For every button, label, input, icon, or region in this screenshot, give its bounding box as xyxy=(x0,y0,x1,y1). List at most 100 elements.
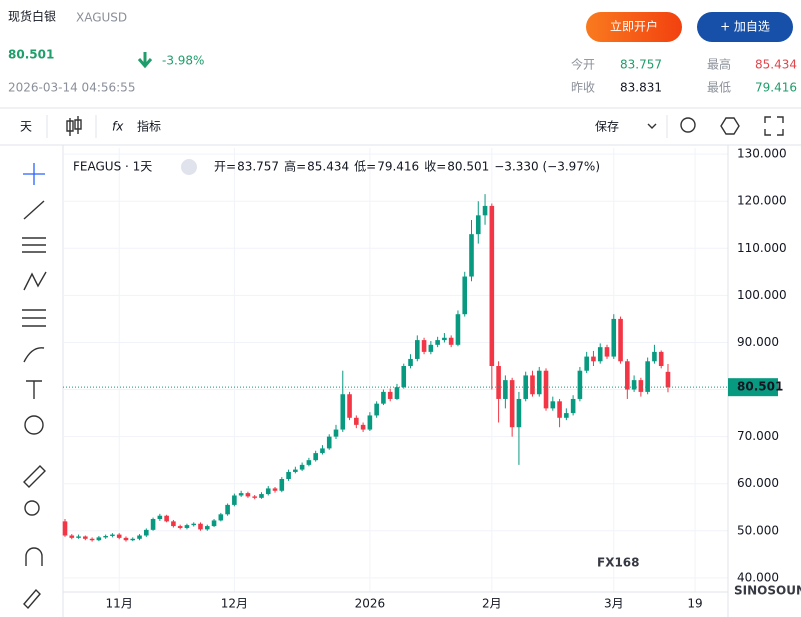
candle-body xyxy=(157,515,163,520)
candle-body xyxy=(618,318,623,362)
candle-body xyxy=(597,347,603,362)
snapshot-icon[interactable] xyxy=(680,117,696,133)
candle-body xyxy=(211,520,217,527)
candle-body xyxy=(89,538,95,541)
candle-body xyxy=(448,337,454,345)
zoom-tool[interactable] xyxy=(24,500,40,516)
indicators[interactable]: 指标 xyxy=(137,119,161,134)
candle-body xyxy=(293,469,298,472)
candle-body xyxy=(191,523,197,526)
candle-body xyxy=(482,205,488,216)
stat-value: 83.831 xyxy=(620,81,662,95)
candle-body xyxy=(367,415,373,430)
candle-body xyxy=(272,488,278,491)
price: 80.501 xyxy=(8,48,54,62)
legend-value: 85.434 xyxy=(307,160,349,174)
button-label[interactable]: 立即开户 xyxy=(610,19,658,34)
candle-body xyxy=(543,370,549,409)
candle-body xyxy=(442,337,447,341)
candle-body xyxy=(536,370,542,395)
save[interactable]: 保存 xyxy=(595,120,619,134)
candle-body xyxy=(408,358,413,366)
candle-body xyxy=(137,535,142,539)
legend-value: 83.757 xyxy=(237,160,279,174)
candle-body xyxy=(76,536,81,538)
candle-icon[interactable] xyxy=(66,116,82,136)
candle-body xyxy=(611,318,617,357)
button-label[interactable]: + 加自选 xyxy=(720,20,770,34)
brush-tool[interactable] xyxy=(23,347,45,363)
candle-body xyxy=(462,276,468,315)
candle-body xyxy=(177,526,183,528)
chart-symbol: FEAGUS · 1天 xyxy=(73,160,152,174)
candle-body xyxy=(516,398,522,428)
settings-icon[interactable] xyxy=(720,117,740,135)
fullscreen-icon[interactable] xyxy=(764,116,784,136)
legend-value: 80.501 xyxy=(447,160,489,174)
candle-body xyxy=(421,340,427,352)
stat-label: 今开 xyxy=(571,57,595,72)
x-tick-label: 2月 xyxy=(482,597,502,611)
stat-label: 最高 xyxy=(707,57,731,72)
candle-body xyxy=(428,344,434,352)
candle-body xyxy=(204,526,210,530)
projection-tool[interactable] xyxy=(22,309,46,327)
candle-body xyxy=(360,424,366,430)
lock-tool[interactable] xyxy=(23,588,41,610)
drawing-tools xyxy=(22,163,47,610)
crosshair-tool[interactable] xyxy=(23,163,45,185)
x-tick-label: 2026 xyxy=(355,597,386,611)
candle-body xyxy=(96,537,102,541)
candle-body xyxy=(381,391,386,404)
candle-body xyxy=(326,436,332,449)
x-tick-label: 11月 xyxy=(106,597,133,611)
candle-body xyxy=(225,504,230,515)
watermark-sub: SINOSOUND xyxy=(734,584,801,598)
watchlist-button[interactable] xyxy=(697,12,793,42)
fib-tool[interactable] xyxy=(22,237,46,253)
legend-label: 高= xyxy=(284,159,306,174)
emoji-tool[interactable] xyxy=(24,415,44,435)
candle-body xyxy=(604,347,610,357)
candle-body xyxy=(265,488,271,495)
candle-body xyxy=(530,375,535,395)
legend-toggle[interactable] xyxy=(181,159,197,175)
candle-body xyxy=(340,394,346,430)
last-price-tag xyxy=(728,378,778,397)
y-tick-label: 70.000 xyxy=(737,429,779,443)
y-tick-label: 50.000 xyxy=(737,523,779,537)
ruler-tool[interactable] xyxy=(23,465,46,488)
legend-label: 收= xyxy=(424,160,446,174)
fx-icon[interactable]: fx xyxy=(112,120,124,134)
candle-body xyxy=(218,514,224,521)
candle-body xyxy=(69,535,75,538)
candle-body xyxy=(116,534,122,538)
legend-label: 低= xyxy=(354,160,376,174)
text-tool[interactable] xyxy=(26,380,42,399)
candle-body xyxy=(333,429,339,437)
candle-body xyxy=(123,537,129,541)
candle-body xyxy=(415,340,420,359)
interval[interactable]: 天 xyxy=(20,120,32,134)
y-tick-label: 90.000 xyxy=(737,335,779,349)
candle-body xyxy=(83,536,88,539)
candle-body xyxy=(496,365,501,399)
candle-body xyxy=(455,314,461,345)
candle-body xyxy=(279,478,285,491)
chevron[interactable] xyxy=(647,123,657,129)
watermark: FX168 xyxy=(597,556,640,570)
candle-body xyxy=(245,493,251,497)
y-tick-label: 110.000 xyxy=(737,241,787,255)
magnet-tool[interactable] xyxy=(25,547,43,566)
open-account-button[interactable] xyxy=(586,12,682,42)
pattern-tool[interactable] xyxy=(23,271,47,291)
candle-body xyxy=(144,529,149,536)
stat-label: 最低 xyxy=(707,81,731,95)
line-tool[interactable] xyxy=(23,200,45,220)
title: 现货白银 xyxy=(8,9,56,24)
candle-body xyxy=(299,464,305,470)
y-tick-label: 120.000 xyxy=(737,194,787,208)
candle-body xyxy=(475,215,481,235)
candle-body xyxy=(509,380,515,428)
legend-label: 开= xyxy=(214,160,236,174)
